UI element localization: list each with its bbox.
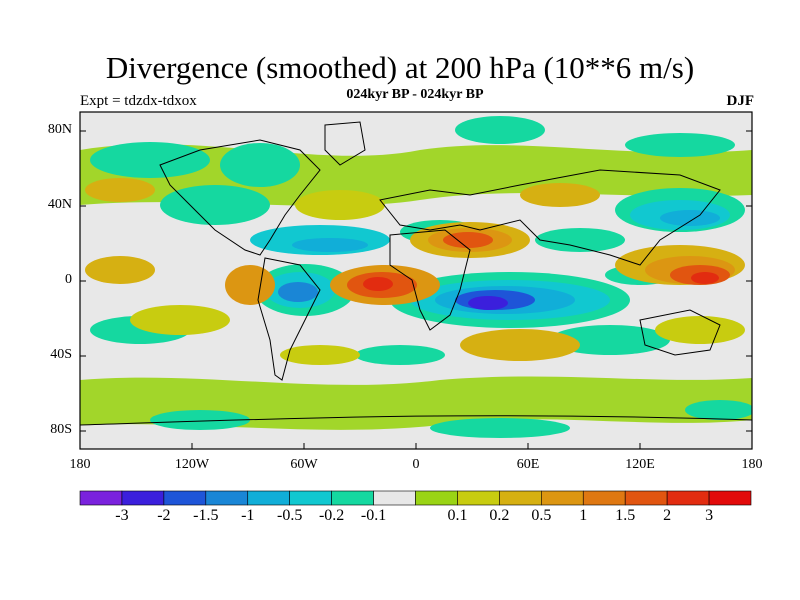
colorbar-swatch (708, 490, 752, 506)
colorbar-label: 0.5 (531, 507, 552, 524)
lat-tick-label: 40N (47, 197, 72, 212)
colorbar-label: -0.1 (360, 507, 387, 524)
lon-tick-label: 180 (69, 457, 91, 472)
plot-subtitle: 024kyr BP - 024kyr BP (346, 87, 484, 102)
colorbar-swatch (457, 490, 500, 506)
lon-tick-label: 60W (290, 457, 318, 472)
colorbar-swatch (289, 490, 332, 506)
colorbar-label: 2 (663, 507, 672, 524)
colorbar-swatch (205, 490, 249, 506)
colorbar-swatch (247, 490, 290, 506)
colorbar-swatch (499, 490, 542, 506)
lat-tick-label: 80S (50, 422, 72, 437)
lon-tick-label: 180 (741, 457, 763, 472)
colorbar-label: 3 (705, 507, 714, 524)
colorbar-label: 1.5 (615, 507, 636, 524)
divergence-field (80, 112, 752, 449)
colorbar-label: 1 (579, 507, 588, 524)
colorbar-swatch (79, 490, 123, 506)
colorbar-swatch (582, 490, 626, 506)
colorbar-label: -1.5 (193, 507, 219, 524)
lon-tick-label: 120W (174, 457, 210, 472)
plot-title: Divergence (smoothed) at 200 hPa (10**6 … (105, 50, 695, 85)
coastlines (80, 121, 752, 426)
colorbar-swatch (415, 490, 458, 506)
lon-tick-label: 0 (412, 457, 420, 472)
season-label: DJF (726, 93, 755, 109)
experiment-label: Expt = tdzdx-tdxox (80, 93, 197, 109)
colorbar-label: -0.2 (318, 507, 345, 524)
colorbar-swatch (121, 490, 165, 506)
lat-tick-label: 0 (65, 272, 72, 287)
lat-tick-label: 40S (50, 347, 72, 362)
lon-tick-label: 60E (516, 457, 540, 472)
colorbar (79, 490, 752, 506)
colorbar-label: -2 (157, 507, 171, 524)
colorbar-label: -1 (241, 507, 255, 524)
colorbar-swatch (163, 490, 207, 506)
colorbar-label: 0.2 (489, 507, 510, 524)
colorbar-swatch (666, 490, 710, 506)
colorbar-label: -3 (115, 507, 129, 524)
colorbar-swatch (541, 490, 584, 506)
axis-ticks (79, 130, 753, 449)
lat-tick-label: 80N (47, 122, 72, 137)
colorbar-label: -0.5 (277, 507, 303, 524)
colorbar-label: 0.1 (447, 507, 468, 524)
colorbar-swatch (331, 490, 374, 506)
colorbar-swatch (624, 490, 668, 506)
colorbar-swatch (373, 490, 416, 506)
lon-tick-label: 120E (625, 457, 655, 472)
